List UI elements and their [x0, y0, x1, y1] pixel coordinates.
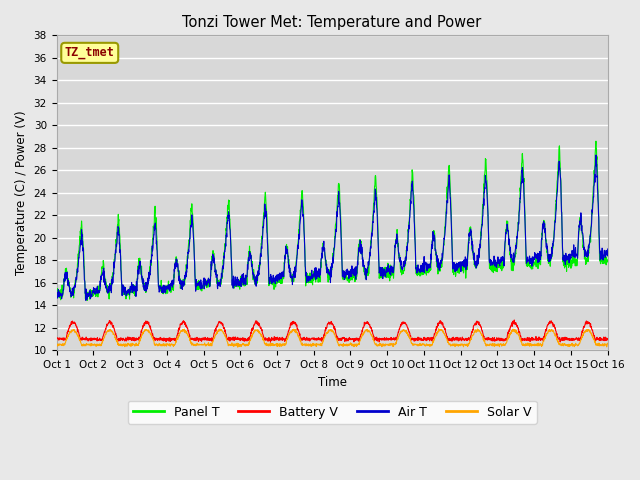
Y-axis label: Temperature (C) / Power (V): Temperature (C) / Power (V) [15, 110, 28, 275]
Text: TZ_tmet: TZ_tmet [65, 47, 115, 60]
Title: Tonzi Tower Met: Temperature and Power: Tonzi Tower Met: Temperature and Power [182, 15, 482, 30]
Legend: Panel T, Battery V, Air T, Solar V: Panel T, Battery V, Air T, Solar V [127, 401, 537, 424]
X-axis label: Time: Time [317, 376, 347, 389]
